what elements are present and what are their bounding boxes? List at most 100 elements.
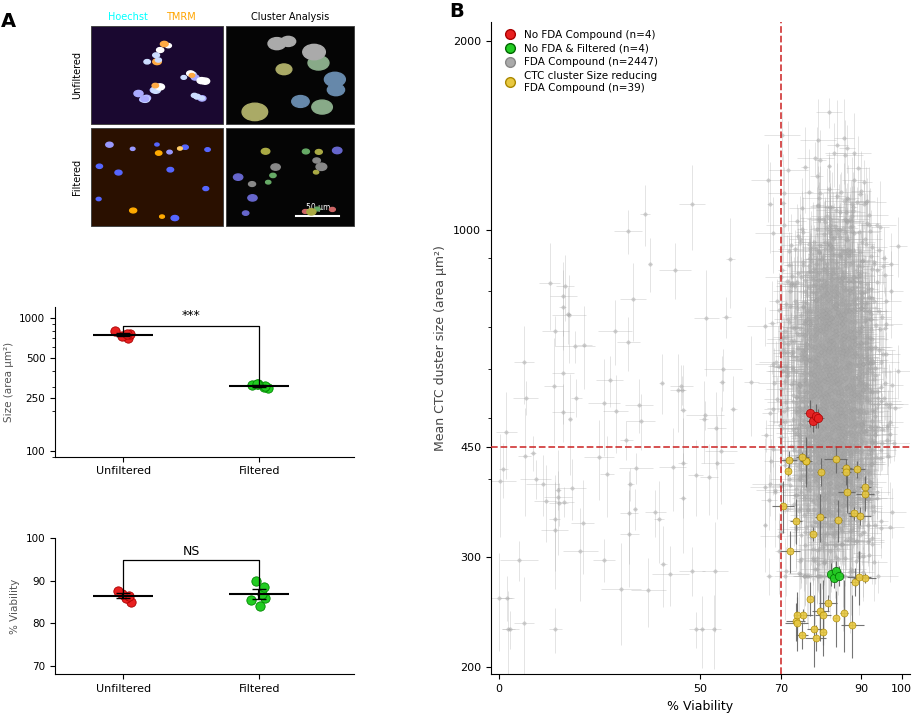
Point: [249, 575, 264, 587]
Circle shape: [203, 186, 209, 191]
Circle shape: [307, 209, 316, 215]
Circle shape: [194, 96, 199, 99]
Circle shape: [130, 208, 137, 213]
Circle shape: [171, 215, 178, 220]
Y-axis label: % Viability: % Viability: [10, 579, 20, 634]
Circle shape: [324, 72, 346, 86]
Circle shape: [152, 83, 159, 88]
Text: NS: NS: [183, 545, 199, 558]
Circle shape: [151, 87, 161, 94]
X-axis label: % Viability: % Viability: [667, 700, 733, 713]
Circle shape: [161, 41, 168, 46]
Point: [115, 330, 130, 341]
Point: [244, 380, 259, 392]
Point: [256, 581, 271, 593]
Point: [110, 586, 125, 597]
Circle shape: [313, 170, 319, 174]
Circle shape: [189, 73, 195, 78]
Circle shape: [144, 59, 151, 64]
Circle shape: [302, 210, 308, 213]
Circle shape: [197, 78, 206, 83]
Circle shape: [153, 59, 162, 65]
Circle shape: [261, 149, 270, 154]
Point: [255, 588, 269, 600]
Circle shape: [140, 98, 145, 102]
Circle shape: [154, 143, 159, 146]
Text: Hoechst: Hoechst: [108, 12, 148, 22]
Circle shape: [106, 142, 113, 147]
Text: B: B: [449, 2, 464, 21]
Circle shape: [329, 207, 335, 212]
Point: [121, 333, 136, 344]
Circle shape: [134, 91, 143, 96]
Bar: [226, 128, 355, 225]
Point: [122, 328, 137, 340]
Point: [122, 590, 137, 602]
Circle shape: [165, 44, 172, 48]
Circle shape: [141, 96, 149, 102]
Circle shape: [205, 148, 210, 152]
Text: A: A: [1, 12, 17, 30]
Circle shape: [155, 58, 162, 62]
Circle shape: [200, 78, 210, 84]
Circle shape: [167, 167, 174, 172]
Circle shape: [313, 158, 321, 163]
Circle shape: [167, 150, 172, 154]
Circle shape: [268, 38, 286, 49]
Circle shape: [156, 59, 161, 62]
Point: [249, 378, 264, 389]
Circle shape: [194, 94, 200, 99]
Point: [261, 382, 276, 394]
Point: [108, 325, 123, 336]
Circle shape: [316, 163, 327, 170]
Circle shape: [266, 181, 271, 184]
Bar: [91, 128, 222, 225]
Point: [257, 381, 272, 392]
Circle shape: [248, 182, 255, 186]
Point: [124, 596, 139, 608]
Circle shape: [115, 170, 122, 175]
Point: [244, 594, 258, 605]
Circle shape: [177, 147, 182, 150]
Circle shape: [153, 53, 160, 57]
Bar: [226, 26, 355, 124]
Text: 50 μm: 50 μm: [305, 203, 330, 212]
Circle shape: [155, 151, 162, 155]
Circle shape: [181, 75, 187, 79]
Y-axis label: Mean CTC duster
Size (area μm²): Mean CTC duster Size (area μm²): [0, 338, 14, 426]
Circle shape: [155, 84, 165, 90]
Text: ***: ***: [182, 310, 200, 323]
Point: [251, 378, 266, 390]
Circle shape: [270, 173, 276, 178]
Circle shape: [315, 149, 323, 154]
Circle shape: [199, 96, 206, 101]
Circle shape: [276, 64, 292, 75]
Circle shape: [156, 48, 164, 52]
Circle shape: [191, 75, 199, 80]
Circle shape: [182, 145, 188, 149]
Circle shape: [327, 84, 345, 96]
Point: [253, 600, 267, 612]
Circle shape: [248, 195, 257, 201]
Circle shape: [281, 36, 296, 46]
Circle shape: [96, 164, 103, 168]
Circle shape: [233, 174, 243, 181]
Circle shape: [156, 86, 161, 89]
Circle shape: [157, 48, 162, 51]
Circle shape: [150, 88, 157, 93]
Circle shape: [302, 149, 310, 154]
Circle shape: [142, 95, 151, 101]
Point: [256, 381, 271, 393]
Circle shape: [141, 96, 150, 102]
Text: TMRM: TMRM: [165, 12, 196, 22]
Circle shape: [291, 96, 309, 107]
Circle shape: [96, 197, 101, 201]
Circle shape: [312, 100, 333, 114]
Circle shape: [160, 215, 165, 218]
Point: [258, 592, 273, 604]
Text: Unfiltered: Unfiltered: [72, 51, 82, 99]
Circle shape: [130, 147, 135, 150]
Circle shape: [188, 72, 196, 77]
Circle shape: [302, 44, 325, 59]
Legend: No FDA Compound (n=4), No FDA & Filtered (n=4), FDA Compound (n=2447), CTC clust: No FDA Compound (n=4), No FDA & Filtered…: [496, 27, 662, 96]
